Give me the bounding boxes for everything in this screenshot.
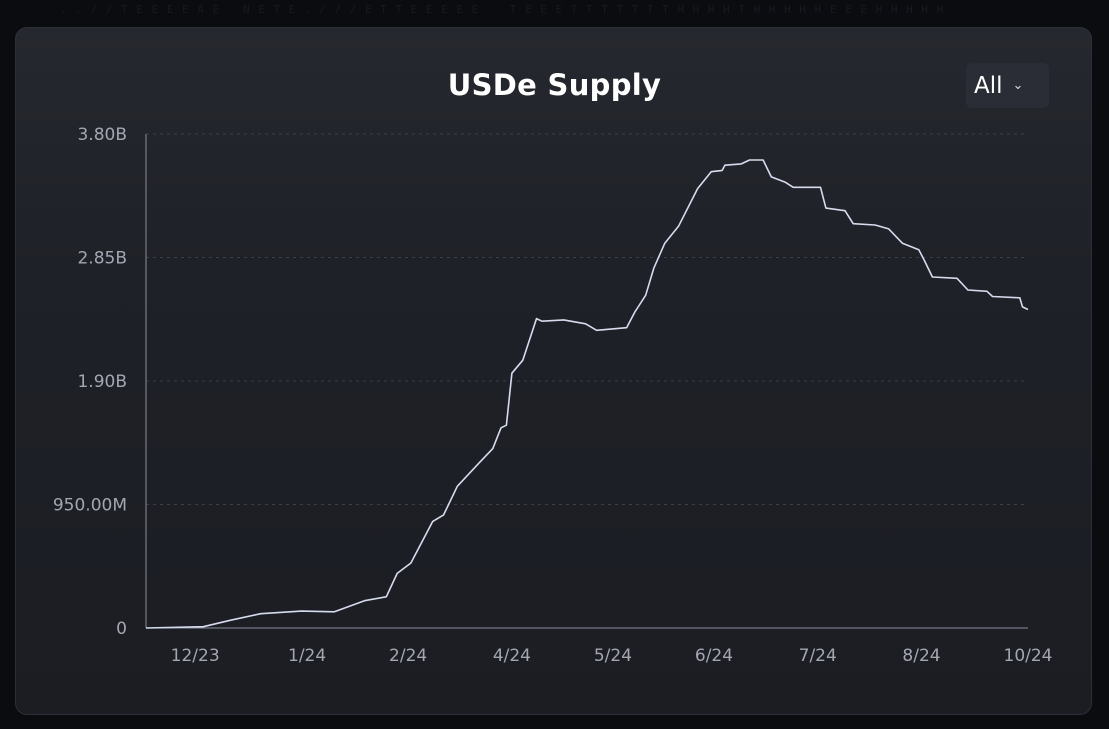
chart-card [15,27,1092,715]
y-tick-label: 1.90B [77,372,127,392]
y-tick-label: 2.85B [77,249,127,269]
x-tick-label: 7/24 [799,646,837,666]
supply-line [145,159,1029,629]
y-tick-label: 950.00M [53,496,127,516]
x-tick-label: 5/24 [594,646,632,666]
x-tick-label: 2/24 [389,646,427,666]
x-tick-label: 6/24 [695,646,733,666]
y-tick-label: 0 [116,619,127,639]
x-tick-label: 10/24 [1004,646,1053,666]
chevron-down-icon: ⌄ [1012,78,1024,93]
range-selector-dropdown[interactable]: All ⌄ [966,63,1049,108]
x-tick-label: 12/23 [171,646,220,666]
y-tick-label: 3.80B [77,125,127,145]
x-tick-label: 8/24 [902,646,940,666]
x-tick-label: 1/24 [288,646,326,666]
background-pattern: . . / / T E E E E A E N E T E . / / / E … [60,3,945,16]
x-tick-label: 4/24 [493,646,531,666]
range-selector-value: All [974,72,1003,99]
chart-title: USDe Supply [447,68,662,102]
